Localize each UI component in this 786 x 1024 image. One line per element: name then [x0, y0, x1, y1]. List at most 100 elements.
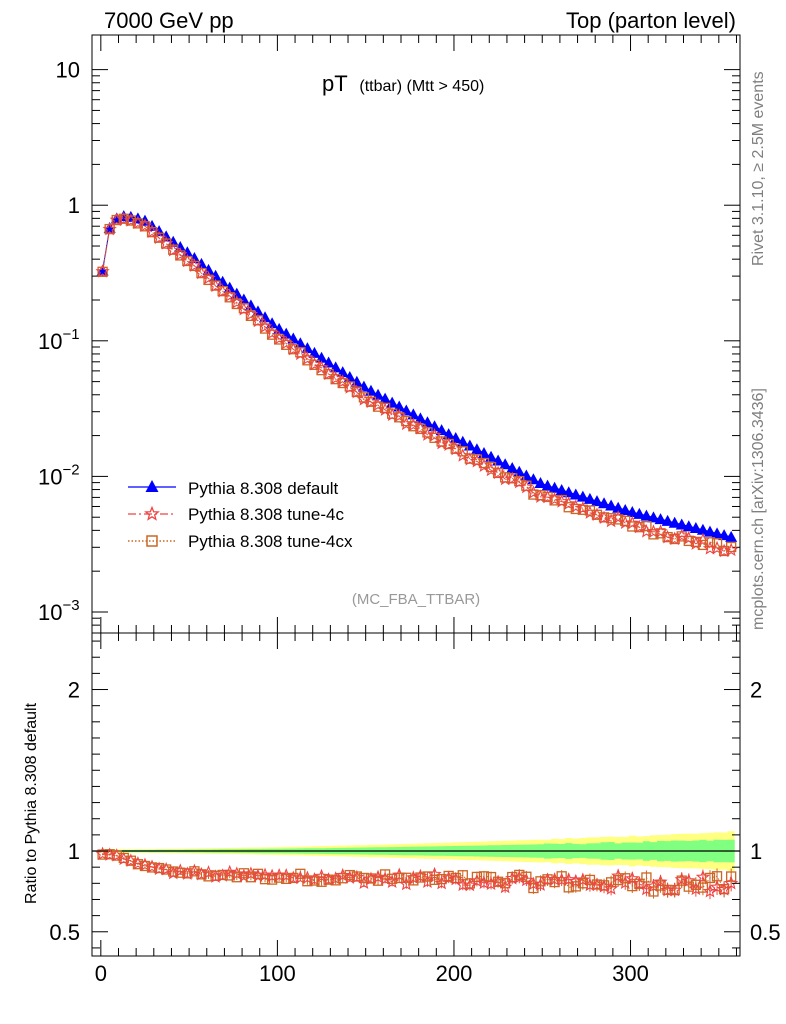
- data-point-default: [562, 486, 575, 498]
- data-point-tune-4c: [236, 301, 251, 316]
- data-point-default: [696, 523, 709, 535]
- data-point-default: [555, 484, 568, 496]
- data-point-tune-4cx: [309, 359, 320, 370]
- ratio-point-tune-4c: [695, 869, 711, 884]
- data-point-default: [576, 490, 589, 502]
- data-point-tune-4c: [137, 218, 153, 232]
- ratio-point-tune-4c: [377, 871, 393, 886]
- data-point-tune-4c: [109, 212, 124, 227]
- rivet-label: Rivet 3.1.10, ≥ 2.5M events: [750, 71, 767, 266]
- data-point-default: [534, 476, 547, 488]
- ratio-point-tune-4c: [342, 870, 357, 884]
- data-point-default: [590, 495, 603, 507]
- ratio-point-tune-4c: [95, 846, 110, 861]
- ratio-point-tune-4cx: [132, 859, 144, 870]
- data-point-tune-4cx: [613, 514, 624, 525]
- ratio-point-tune-4c: [370, 869, 386, 884]
- data-point-tune-4cx: [457, 446, 468, 457]
- ratio-point-tune-4c: [448, 871, 463, 886]
- ratio-point-tune-4c: [575, 872, 590, 887]
- y-tick-label: 10−2: [38, 461, 80, 489]
- data-point-default: [689, 522, 702, 534]
- data-point-tune-4c: [130, 215, 146, 230]
- ratio-point-tune-4c: [222, 864, 237, 879]
- legend-item-tune-4c: Pythia 8.308 tune-4c: [128, 505, 344, 524]
- ratio-y-tick-label-left: 1: [68, 839, 80, 864]
- data-point-tune-4c: [229, 295, 244, 309]
- data-point-tune-4cx: [485, 461, 497, 473]
- data-point-tune-4c: [300, 351, 315, 365]
- ratio-y-tick-label-right: 2: [750, 678, 762, 703]
- ratio-point-tune-4cx: [161, 864, 172, 875]
- ratio-point-tune-4cx: [697, 882, 709, 893]
- ratio-y-ticks: 0.5 0.5 1 1 2 2: [49, 640, 781, 949]
- legend-label-tune-4cx: Pythia 8.308 tune-4cx: [188, 532, 353, 551]
- ratio-point-tune-4c: [512, 870, 527, 884]
- x-tick-label: 100: [259, 961, 296, 986]
- ratio-point-tune-4cx: [704, 872, 716, 884]
- data-point-tune-4cx: [274, 334, 285, 345]
- data-point-tune-4cx: [726, 541, 737, 553]
- data-point-tune-4c: [116, 211, 131, 226]
- ratio-y-tick-label-left: 2: [68, 678, 80, 703]
- data-point-tune-4c: [342, 380, 357, 394]
- data-point-tune-4c: [102, 221, 117, 236]
- ratio-point-tune-4cx: [556, 871, 567, 882]
- data-point-tune-4cx: [224, 292, 235, 303]
- ratio-point-tune-4cx: [613, 874, 624, 886]
- data-point-tune-4c: [653, 524, 668, 538]
- data-point-tune-4c: [434, 435, 449, 450]
- ratio-point-tune-4c: [498, 879, 513, 894]
- data-point-tune-4c: [250, 313, 266, 328]
- ratio-point-tune-4c: [469, 873, 485, 888]
- data-point-tune-4c: [427, 427, 442, 442]
- data-point-tune-4cx: [711, 538, 723, 549]
- data-point-default: [435, 424, 448, 436]
- data-point-tune-4c: [328, 370, 343, 385]
- ratio-point-tune-4cx: [570, 881, 581, 892]
- data-point-tune-4c: [194, 265, 209, 280]
- data-point-tune-4c: [151, 230, 167, 245]
- ratio-point-tune-4c: [144, 859, 160, 873]
- data-point-tune-4c: [406, 417, 421, 432]
- data-point-tune-4c: [173, 247, 188, 261]
- ratio-point-tune-4c: [625, 871, 640, 885]
- data-point-tune-4c: [554, 494, 569, 508]
- ratio-point-tune-4cx: [111, 850, 122, 861]
- data-point-default: [499, 458, 512, 470]
- data-point-default: [647, 511, 660, 523]
- ratio-point-tune-4cx: [330, 875, 341, 886]
- legend-label-default: Pythia 8.308 default: [188, 479, 339, 498]
- ratio-point-tune-4cx: [648, 886, 659, 897]
- data-point-tune-4cx: [146, 227, 158, 238]
- data-point-tune-4c: [716, 543, 732, 558]
- ratio-point-tune-4c: [123, 853, 138, 867]
- data-point-tune-4c: [596, 510, 612, 525]
- mcplots-label: mcplots.cern.ch [arXiv:1306.3436]: [750, 388, 767, 630]
- y-tick-label: 10−1: [38, 326, 80, 354]
- data-point-tune-4cx: [175, 250, 186, 261]
- ratio-point-tune-4cx: [189, 866, 200, 877]
- data-point-default: [583, 492, 596, 504]
- legend-marker-default: [145, 480, 159, 492]
- chart-title-main: pT: [322, 71, 347, 96]
- data-point-tune-4c: [674, 528, 689, 543]
- ratio-point-tune-4c: [681, 873, 696, 887]
- data-point-tune-4c: [159, 236, 174, 250]
- data-point-tune-4c: [187, 258, 202, 272]
- ratio-point-tune-4cx: [139, 860, 151, 872]
- data-point-tune-4cx: [549, 495, 560, 506]
- data-point-tune-4c: [243, 306, 259, 321]
- chart-title-sub: (ttbar) (Mtt > 450): [359, 78, 484, 95]
- ratio-point-tune-4c: [420, 874, 435, 889]
- ratio-point-tune-4c: [505, 871, 520, 885]
- ratio-y-axis-label: Ratio to Pythia 8.308 default: [23, 702, 40, 904]
- data-point-tune-4c: [144, 224, 160, 239]
- ratio-point-tune-4c: [335, 867, 350, 882]
- data-point-tune-4c: [512, 474, 527, 489]
- y-tick-label: 1: [68, 193, 80, 218]
- ratio-point-tune-4c: [102, 847, 117, 861]
- ratio-point-tune-4cx: [676, 875, 687, 886]
